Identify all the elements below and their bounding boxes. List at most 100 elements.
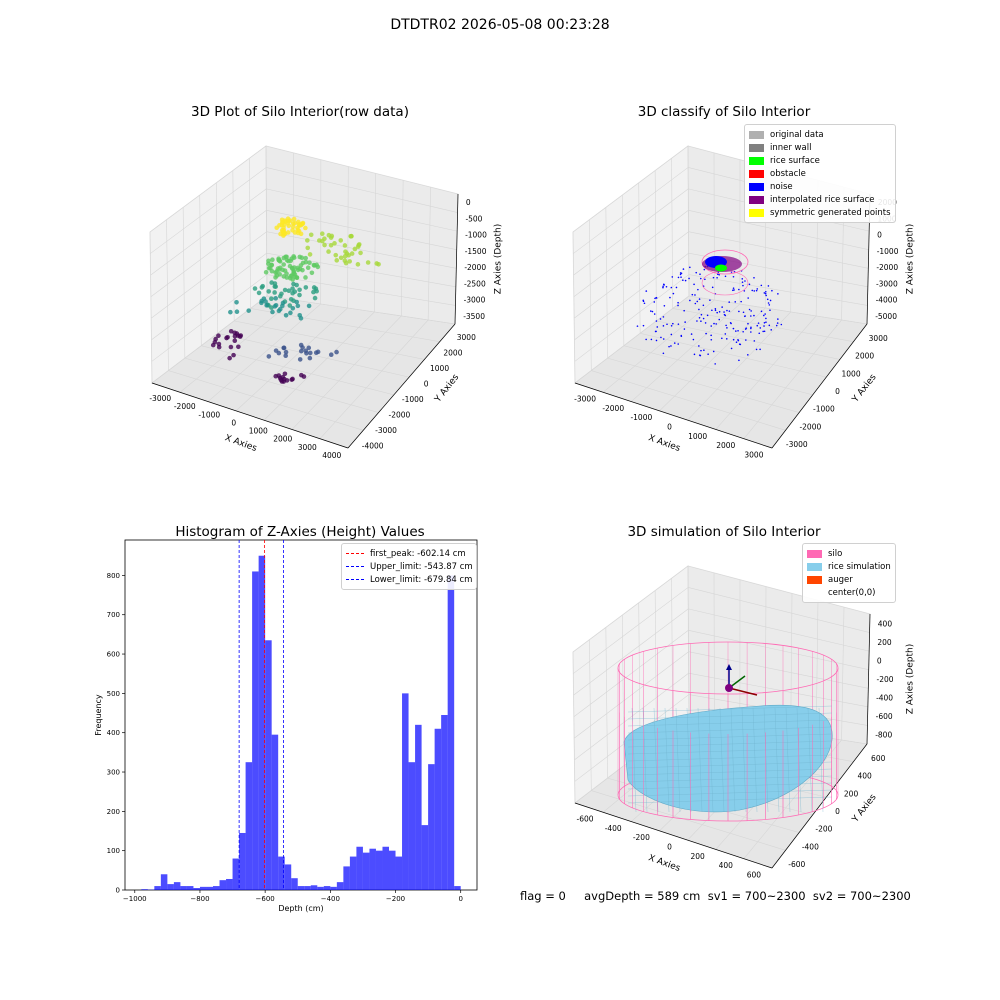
gridline	[427, 187, 431, 321]
y-tick-label: 2000	[443, 348, 462, 357]
mesh-line	[664, 707, 670, 813]
data-point	[269, 268, 275, 274]
legend-swatch	[807, 588, 822, 597]
data-point	[290, 277, 295, 282]
gridline	[235, 307, 348, 412]
z-tick-label: -500	[465, 214, 482, 223]
x-axis-line	[574, 382, 773, 449]
noise-point	[713, 322, 715, 325]
data-point	[280, 303, 285, 309]
data-point	[298, 348, 304, 354]
data-point	[286, 288, 292, 293]
gridline	[215, 182, 219, 334]
pane-right	[265, 145, 459, 325]
histogram-bar	[245, 762, 253, 890]
histogram-bar	[239, 832, 246, 890]
data-point	[279, 222, 285, 228]
gridline	[266, 252, 456, 288]
data-point	[343, 260, 349, 266]
x-tick-label: 400	[719, 861, 734, 870]
data-point	[322, 242, 327, 248]
noise-point	[718, 273, 720, 276]
y-tick-label: -1000	[813, 405, 835, 414]
noise-point	[695, 271, 698, 274]
data-point	[294, 299, 300, 305]
noise-point	[672, 292, 675, 295]
noise-point	[709, 299, 711, 301]
noise-point	[768, 304, 771, 306]
noise-point	[703, 349, 705, 352]
noise-point	[758, 332, 761, 335]
mesh-line	[627, 740, 833, 748]
noise-point	[757, 322, 760, 324]
legend-swatch	[749, 143, 764, 152]
gridline	[166, 219, 169, 371]
histogram-bar	[173, 882, 181, 890]
x-axis-label: Depth (cm)	[278, 904, 323, 913]
gridline	[688, 231, 869, 269]
data-point	[303, 275, 308, 280]
data-point	[299, 372, 304, 378]
noise-point	[765, 317, 767, 320]
noise-point	[702, 304, 705, 307]
gridline	[232, 170, 235, 321]
mesh-line	[719, 707, 725, 813]
noise-point	[653, 301, 656, 303]
y-axis-line	[347, 323, 456, 449]
gridline	[573, 167, 689, 254]
noise-point	[698, 345, 700, 347]
legend-entry: interpolated rice surface	[749, 193, 889, 206]
data-point	[338, 238, 344, 243]
noise-point	[662, 286, 664, 289]
gridline	[574, 274, 690, 362]
gridline	[607, 357, 800, 413]
gridline	[149, 231, 153, 384]
noise-point	[683, 309, 685, 312]
y-tick-label: 0	[835, 807, 840, 816]
data-point	[295, 225, 300, 231]
gridline	[574, 295, 690, 384]
gridline	[715, 315, 817, 430]
y-tick-label: 200	[107, 808, 120, 816]
histogram-bar	[297, 886, 305, 890]
noise-point	[716, 277, 718, 279]
data-point	[281, 255, 287, 261]
legend-entry: Lower_limit: -679.84 cm	[346, 573, 472, 586]
data-point	[232, 338, 238, 344]
data-point	[303, 285, 309, 290]
data-point	[355, 262, 361, 267]
mesh-line	[785, 707, 791, 813]
gridline	[150, 167, 267, 254]
x-tick-label: -200	[633, 833, 650, 842]
data-point	[269, 296, 274, 302]
data-point	[252, 286, 258, 291]
y-tick-label: 1000	[842, 369, 861, 378]
panel-simulation: -600-400-2000200400600-600-400-200020040…	[572, 565, 916, 879]
noise-point	[737, 329, 739, 332]
y-tick-label: 1000	[430, 364, 449, 373]
data-point	[272, 290, 277, 295]
noise-point	[763, 322, 766, 324]
x-tick-label: −400	[321, 895, 340, 903]
noise-point	[725, 324, 727, 327]
gridline	[621, 615, 625, 766]
histogram-bar	[389, 850, 396, 890]
data-point	[259, 298, 264, 304]
gridline	[347, 166, 349, 309]
histogram-bar	[258, 555, 266, 890]
noise-point	[724, 275, 727, 278]
y-tick-label: 3000	[457, 333, 476, 342]
noise-point	[767, 285, 770, 287]
data-point	[291, 255, 297, 260]
panel3-title: Histogram of Z-Axies (Height) Values	[175, 524, 425, 540]
histogram-bar	[402, 693, 409, 890]
legend-entry: symmetric generated points	[749, 206, 891, 219]
noise-point	[776, 322, 779, 324]
noise-point	[682, 268, 685, 270]
data-point	[305, 245, 311, 251]
noise-point	[732, 338, 735, 341]
panel2-legend: original data inner wall rice surface ob…	[744, 124, 896, 223]
y-tick-label: 400	[107, 729, 120, 737]
data-point	[313, 350, 319, 355]
panel-histogram: −1000 −800 −600 −400 −200 0 0 100 200 300 400 500 60…	[94, 539, 478, 913]
